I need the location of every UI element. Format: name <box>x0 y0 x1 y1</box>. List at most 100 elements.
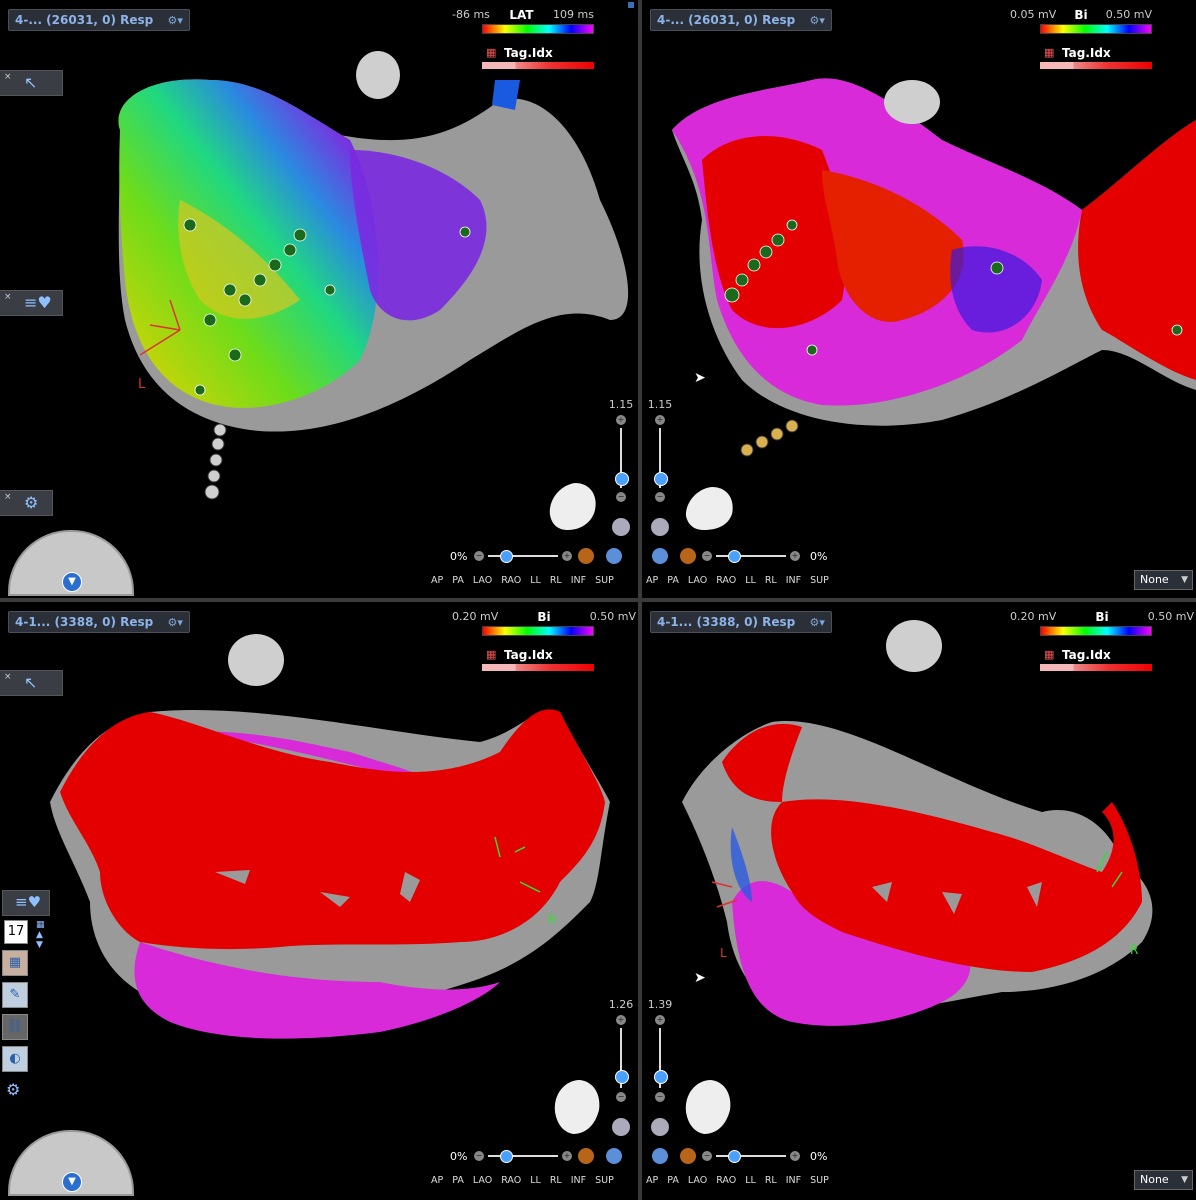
zoom-out-button[interactable]: − <box>616 1092 626 1102</box>
scale-gradient-bar[interactable] <box>482 24 594 34</box>
opacity-plus-button[interactable]: + <box>790 551 800 561</box>
lat-map-3d-view[interactable]: L <box>0 0 638 598</box>
map-select-dropdown[interactable]: None ▼ <box>1134 570 1193 590</box>
view-inf-button[interactable]: INF <box>570 1175 587 1186</box>
opacity-slider[interactable]: − + 0% <box>652 1148 834 1164</box>
surface-orb-icon[interactable] <box>578 1148 594 1164</box>
map-panel-top-left[interactable]: L 4-... (26031, 0) Resp ⚙▾ -86 ms LAT 10… <box>0 0 638 598</box>
view-rl-button[interactable]: RL <box>764 575 777 586</box>
opacity-plus-button[interactable]: + <box>562 551 572 561</box>
visibility-orb-icon[interactable] <box>606 1148 622 1164</box>
opacity-plus-button[interactable]: + <box>562 1151 572 1161</box>
zoom-out-button[interactable]: − <box>655 1092 665 1102</box>
surface-orb-icon[interactable] <box>680 1148 696 1164</box>
zoom-track[interactable] <box>654 428 668 488</box>
catheter-tool-button[interactable]: ✎ <box>2 982 28 1008</box>
zoom-in-button[interactable]: + <box>616 1015 626 1025</box>
opacity-track[interactable] <box>488 550 558 563</box>
map-panel-bottom-left[interactable]: R 4-1... (3388, 0) Resp ⚙▾ 0.20 mV Bi 0.… <box>0 602 638 1200</box>
count-stepper[interactable]: 17 ▦ ▲ ▼ <box>4 920 45 950</box>
scale-gradient-bar[interactable] <box>482 626 594 636</box>
toggle-heart-button[interactable] <box>612 518 630 536</box>
dial-menu-button[interactable]: ▼ <box>62 572 82 592</box>
surface-orb-icon[interactable] <box>680 548 696 564</box>
view-lao-button[interactable]: LAO <box>687 575 708 586</box>
opacity-knob[interactable] <box>500 1150 513 1163</box>
map-panel-top-right[interactable]: ➤ 4-... (26031, 0) Resp ⚙▾ 0.05 mV Bi 0.… <box>642 0 1196 598</box>
zoom-knob[interactable] <box>615 1070 629 1084</box>
scale-gradient-bar[interactable] <box>1040 626 1152 636</box>
toggle-heart-button[interactable] <box>612 1118 630 1136</box>
zoom-in-button[interactable]: + <box>655 1015 665 1025</box>
opacity-minus-button[interactable]: − <box>702 551 712 561</box>
view-ll-button[interactable]: LL <box>530 575 541 586</box>
zoom-knob[interactable] <box>654 1070 668 1084</box>
view-pa-button[interactable]: PA <box>452 1175 464 1186</box>
visibility-orb-icon[interactable] <box>652 1148 668 1164</box>
select-tool-button[interactable]: × ↖ <box>0 70 63 96</box>
map-settings-icon[interactable]: ⚙▾ <box>167 14 183 27</box>
link-tool-button[interactable]: ⛓ <box>2 1014 28 1040</box>
view-rao-button[interactable]: RAO <box>716 1175 737 1186</box>
settings-tool-button[interactable]: × ⚙ <box>0 490 53 516</box>
map-settings-icon[interactable]: ⚙▾ <box>809 14 825 27</box>
view-lao-button[interactable]: LAO <box>472 575 493 586</box>
zoom-slider[interactable]: 1.26 + − <box>609 998 633 1102</box>
opacity-slider[interactable]: 0% − + <box>450 1148 622 1164</box>
visibility-orb-icon[interactable] <box>652 548 668 564</box>
view-sup-button[interactable]: SUP <box>595 575 614 586</box>
map-title-dropdown[interactable]: 4-... (26031, 0) Resp ⚙▾ <box>8 9 190 31</box>
zoom-track[interactable] <box>615 1028 629 1088</box>
opacity-track[interactable] <box>488 1150 558 1163</box>
visibility-orb-icon[interactable] <box>606 548 622 564</box>
opacity-slider[interactable]: − + 0% <box>652 548 834 564</box>
toggle-heart-button[interactable] <box>651 518 669 536</box>
view-sup-button[interactable]: SUP <box>810 575 829 586</box>
gear-icon[interactable]: ⚙ <box>6 1080 21 1099</box>
view-rl-button[interactable]: RL <box>549 575 562 586</box>
opacity-track[interactable] <box>716 1150 786 1163</box>
map-panel-bottom-right[interactable]: L R ➤ 4-1... (3388, 0) Resp ⚙▾ 0.20 mV B… <box>642 602 1196 1200</box>
close-icon[interactable]: × <box>4 672 12 682</box>
map-title-dropdown[interactable]: 4-1... (3388, 0) Resp ⚙▾ <box>8 611 190 633</box>
map-title-dropdown[interactable]: 4-... (26031, 0) Resp ⚙▾ <box>650 9 832 31</box>
opacity-minus-button[interactable]: − <box>474 551 484 561</box>
stepper-arrows-icon[interactable]: ▦ ▲ ▼ <box>36 920 45 950</box>
view-rl-button[interactable]: RL <box>764 1175 777 1186</box>
opacity-knob[interactable] <box>728 550 741 563</box>
opacity-minus-button[interactable]: − <box>702 1151 712 1161</box>
opacity-minus-button[interactable]: − <box>474 1151 484 1161</box>
surface-tool-button[interactable]: ◐ <box>2 1046 28 1072</box>
close-icon[interactable]: × <box>4 72 12 82</box>
heart-tool-button[interactable]: × ≡♥ <box>0 290 63 316</box>
grid-tool-button[interactable]: ▦ <box>2 950 28 976</box>
view-ap-button[interactable]: AP <box>431 575 444 586</box>
bipolar-map-3d-view[interactable]: L R <box>642 602 1196 1200</box>
view-ap-button[interactable]: AP <box>646 575 659 586</box>
view-ll-button[interactable]: LL <box>745 1175 756 1186</box>
map-settings-icon[interactable]: ⚙▾ <box>809 616 825 629</box>
zoom-out-button[interactable]: − <box>616 492 626 502</box>
view-rl-button[interactable]: RL <box>549 1175 562 1186</box>
zoom-in-button[interactable]: + <box>616 415 626 425</box>
view-inf-button[interactable]: INF <box>785 1175 802 1186</box>
view-ll-button[interactable]: LL <box>745 575 756 586</box>
view-ap-button[interactable]: AP <box>431 1175 444 1186</box>
view-lao-button[interactable]: LAO <box>687 1175 708 1186</box>
zoom-track[interactable] <box>654 1028 668 1088</box>
toggle-heart-button[interactable] <box>651 1118 669 1136</box>
view-rao-button[interactable]: RAO <box>501 1175 522 1186</box>
zoom-track[interactable] <box>615 428 629 488</box>
view-sup-button[interactable]: SUP <box>810 1175 829 1186</box>
opacity-knob[interactable] <box>728 1150 741 1163</box>
zoom-slider[interactable]: 1.15 + − <box>609 398 633 502</box>
zoom-slider[interactable]: 1.39 + − <box>648 998 672 1102</box>
view-pa-button[interactable]: PA <box>667 575 679 586</box>
count-value[interactable]: 17 <box>4 920 28 944</box>
view-pa-button[interactable]: PA <box>452 575 464 586</box>
opacity-track[interactable] <box>716 550 786 563</box>
view-ap-button[interactable]: AP <box>646 1175 659 1186</box>
scale-gradient-bar[interactable] <box>1040 24 1152 34</box>
dial-menu-button[interactable]: ▼ <box>62 1172 82 1192</box>
map-title-dropdown[interactable]: 4-1... (3388, 0) Resp ⚙▾ <box>650 611 832 633</box>
